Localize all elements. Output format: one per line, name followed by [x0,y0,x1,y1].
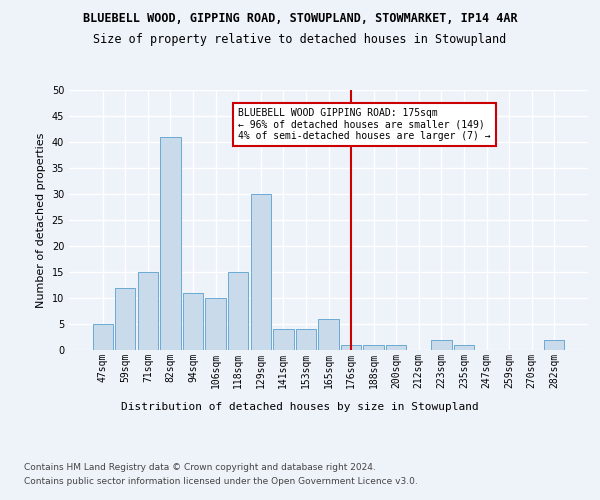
Text: Size of property relative to detached houses in Stowupland: Size of property relative to detached ho… [94,32,506,46]
Bar [115,288,136,350]
Bar [205,298,226,350]
Y-axis label: Number of detached properties: Number of detached properties [36,132,46,308]
Text: Contains public sector information licensed under the Open Government Licence v3: Contains public sector information licen… [24,478,418,486]
Bar [454,345,474,350]
Bar [364,345,384,350]
Text: BLUEBELL WOOD, GIPPING ROAD, STOWUPLAND, STOWMARKET, IP14 4AR: BLUEBELL WOOD, GIPPING ROAD, STOWUPLAND,… [83,12,517,26]
Bar [92,324,113,350]
Text: Contains HM Land Registry data © Crown copyright and database right 2024.: Contains HM Land Registry data © Crown c… [24,462,376,471]
Text: BLUEBELL WOOD GIPPING ROAD: 175sqm
← 96% of detached houses are smaller (149)
4%: BLUEBELL WOOD GIPPING ROAD: 175sqm ← 96%… [238,108,491,142]
Bar [431,340,452,350]
Bar [273,329,293,350]
Bar [296,329,316,350]
Bar [160,137,181,350]
Bar [319,319,338,350]
Bar [341,345,361,350]
Bar [251,194,271,350]
Bar [544,340,565,350]
Bar [228,272,248,350]
Bar [138,272,158,350]
Bar [386,345,406,350]
Text: Distribution of detached houses by size in Stowupland: Distribution of detached houses by size … [121,402,479,412]
Bar [183,293,203,350]
